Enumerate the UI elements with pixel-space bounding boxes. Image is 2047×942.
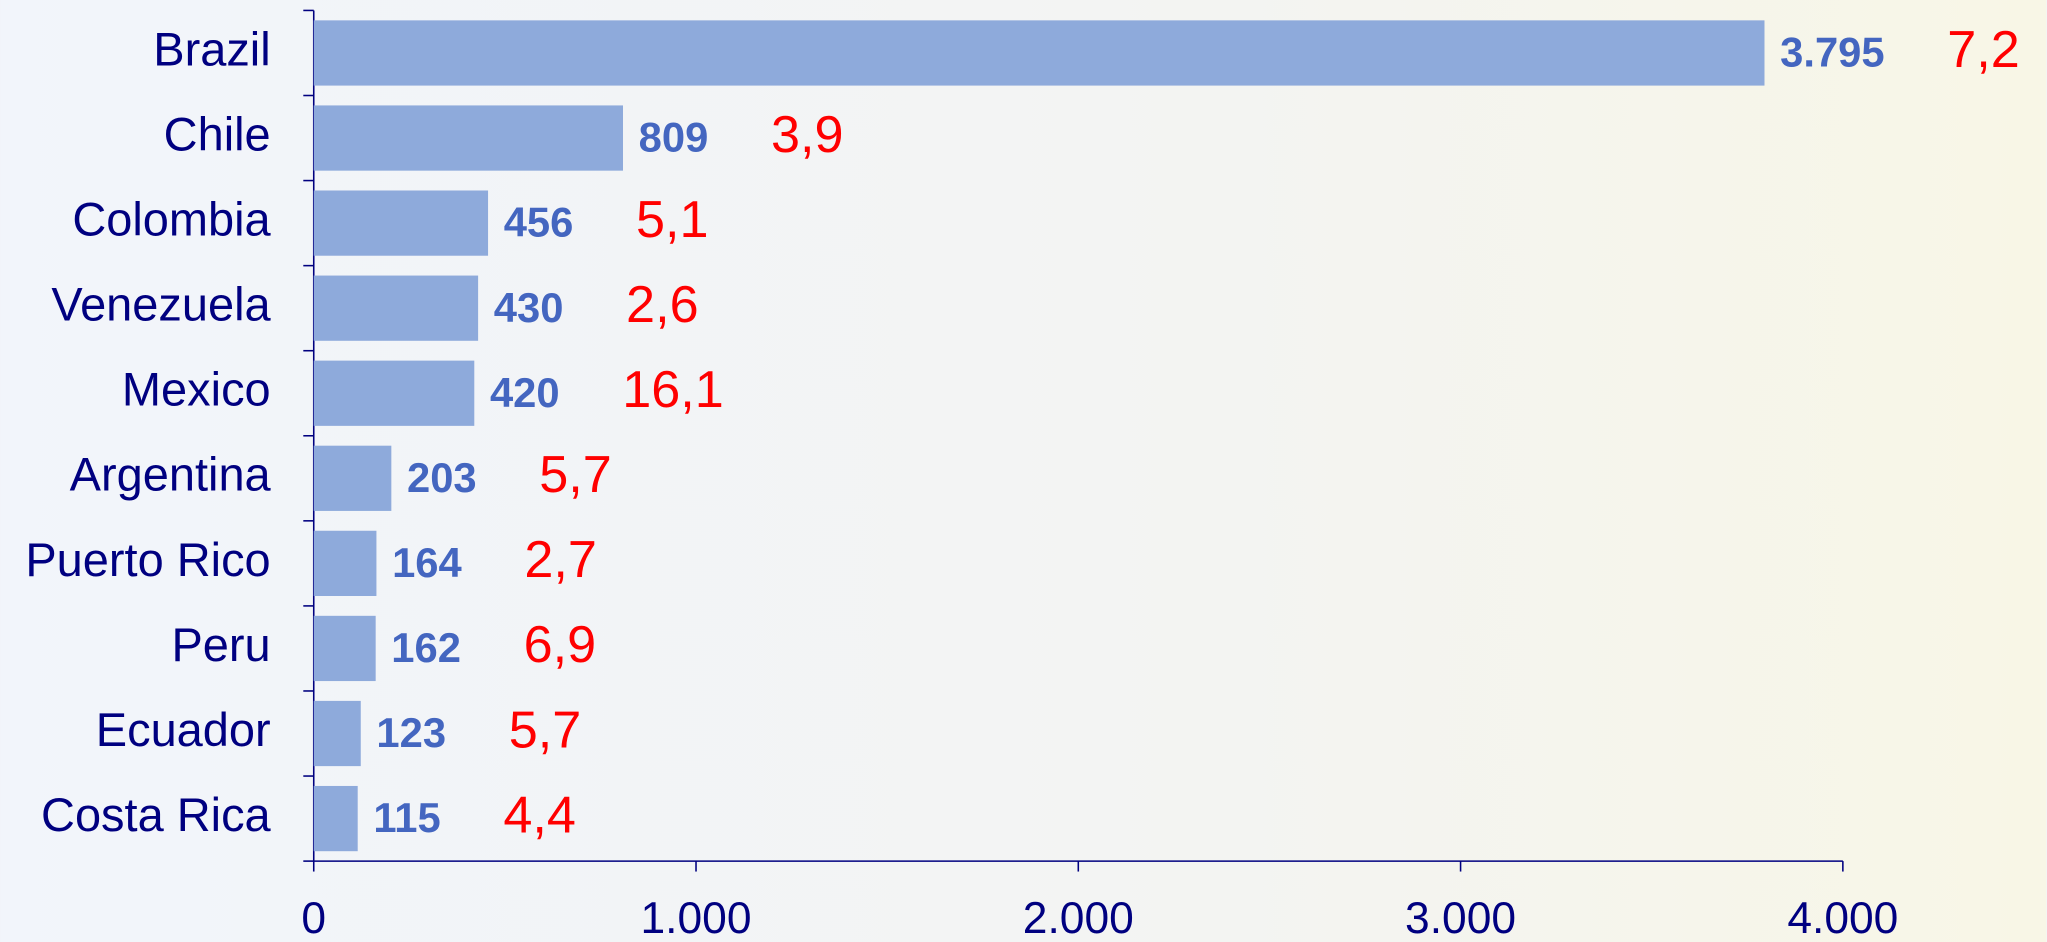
category-label: Mexico — [122, 363, 271, 416]
category-label: Ecuador — [96, 703, 271, 756]
value-label: 420 — [490, 369, 560, 416]
value-label: 809 — [639, 114, 709, 161]
category-label: Costa Rica — [41, 788, 272, 841]
secondary-value-label: 5,7 — [539, 446, 612, 504]
value-label: 203 — [407, 454, 477, 501]
bar — [313, 530, 377, 596]
secondary-value-label: 2,6 — [626, 276, 699, 334]
category-label: Argentina — [70, 448, 272, 501]
value-label: 162 — [391, 624, 461, 671]
bar — [313, 445, 392, 511]
secondary-value-label: 2,7 — [524, 531, 597, 589]
x-tick-label: 1.000 — [641, 894, 752, 942]
value-label: 164 — [392, 539, 462, 586]
category-label: Venezuela — [51, 278, 271, 331]
x-tick-label: 0 — [301, 894, 326, 942]
value-label: 3.795 — [1780, 29, 1884, 76]
bar — [313, 360, 475, 426]
category-label: Puerto Rico — [25, 533, 270, 586]
x-tick-label: 2.000 — [1023, 894, 1134, 942]
bar — [313, 785, 358, 852]
bar — [313, 700, 361, 767]
bar — [313, 105, 624, 171]
category-label: Colombia — [72, 193, 271, 246]
category-label: Chile — [164, 107, 271, 160]
secondary-value-label: 7,2 — [1947, 21, 2020, 79]
value-label: 115 — [373, 794, 440, 841]
secondary-value-label: 4,4 — [503, 786, 576, 844]
secondary-value-label: 3,9 — [771, 106, 844, 164]
secondary-value-label: 6,9 — [524, 616, 597, 674]
bar — [313, 20, 1765, 86]
category-label: Peru — [171, 618, 270, 671]
bar — [313, 615, 376, 682]
x-tick-label: 4.000 — [1787, 894, 1898, 942]
secondary-value-label: 16,1 — [622, 361, 724, 419]
secondary-value-label: 5,1 — [636, 191, 709, 249]
category-label: Brazil — [153, 22, 270, 75]
value-label: 430 — [494, 284, 564, 331]
value-label: 456 — [504, 199, 574, 246]
x-tick-label: 3.000 — [1405, 894, 1516, 942]
value-label: 123 — [376, 709, 446, 756]
bar — [313, 275, 479, 341]
secondary-value-label: 5,7 — [509, 701, 582, 759]
bar — [313, 190, 489, 256]
